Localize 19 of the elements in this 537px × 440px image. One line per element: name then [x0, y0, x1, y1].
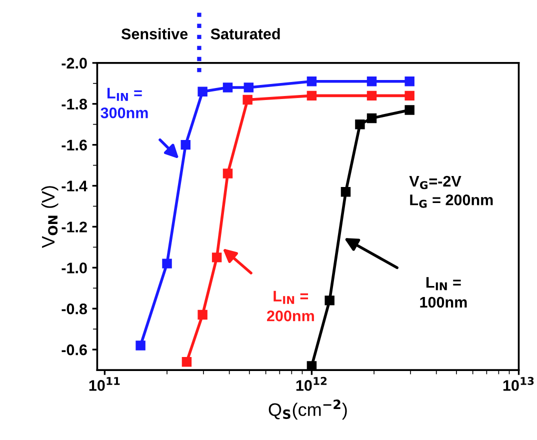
annotation: V$_{G}$=-2V L$_{G}$ = 200nm	[409, 176, 493, 208]
x-tick-label: 10$^{12}$	[296, 376, 327, 391]
y-tick-label: -1.4	[62, 180, 88, 192]
text: L$_{IN}$ = 100nm	[420, 277, 467, 308]
y-tick-label: -1.6	[62, 140, 87, 151]
y-tick-label: -1.0	[62, 262, 87, 274]
x-tick-label: 10$^{11}$	[89, 377, 120, 391]
text: L$_{IN}$ = 300nm	[100, 88, 148, 118]
x-axis-title: Q$_{S}$(cm$^{−2}$)	[268, 400, 347, 420]
y-tick-label: -0.8	[62, 303, 88, 314]
text: Sensitive	[121, 28, 188, 40]
y-tick-label: -1.2	[62, 222, 87, 232]
text: Saturated	[210, 28, 280, 40]
x-tick-label: 10$^{13}$	[503, 376, 534, 391]
y-tick-label: -2.0	[62, 58, 87, 69]
text: L$_{IN}$ = 200nm	[267, 290, 314, 322]
y-axis-title: V$_{ON}$ (V)	[41, 186, 58, 248]
y-tick-label: -0.6	[62, 344, 87, 356]
y-tick-label: -1.8	[62, 98, 88, 110]
